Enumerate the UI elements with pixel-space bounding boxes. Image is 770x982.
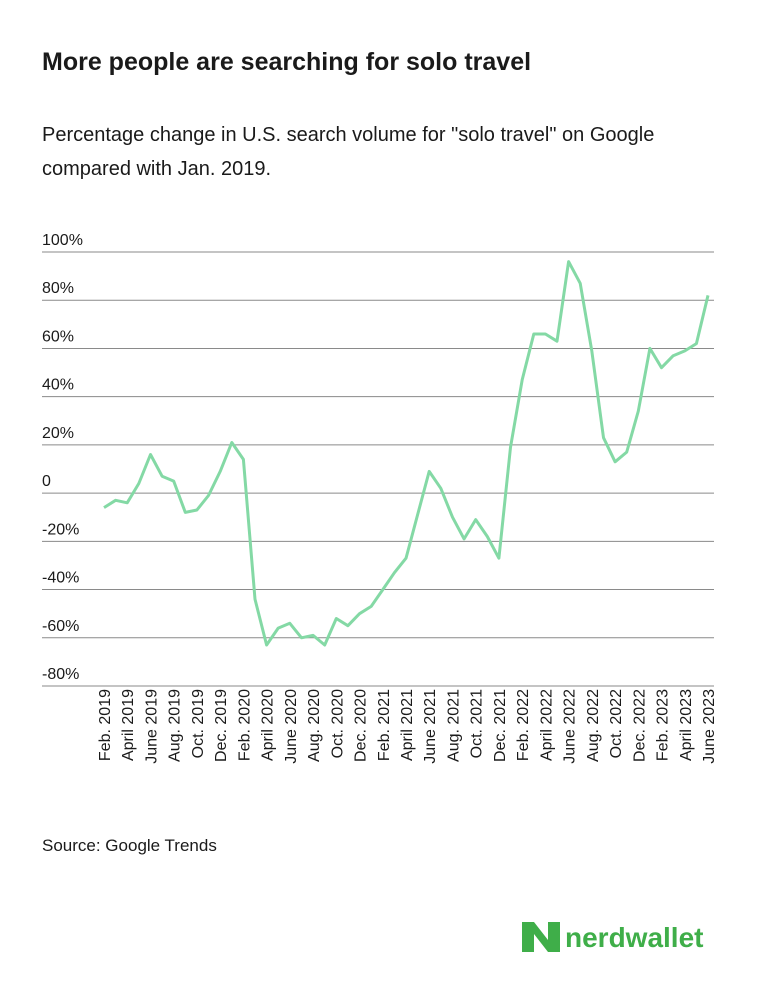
y-tick-label: 40% — [42, 377, 74, 394]
y-tick-label: 20% — [42, 425, 74, 442]
x-tick-label: April 2020 — [260, 689, 277, 761]
x-tick-label: April 2019 — [120, 689, 137, 761]
x-tick-label: Feb. 2023 — [655, 689, 672, 761]
x-tick-label: Oct. 2022 — [608, 689, 625, 758]
x-tick-label: Aug. 2020 — [306, 689, 323, 762]
x-tick-label: Feb. 2022 — [515, 689, 532, 761]
y-tick-label: -60% — [42, 618, 79, 635]
y-tick-label: -40% — [42, 570, 79, 587]
x-tick-label: June 2023 — [701, 689, 718, 764]
x-tick-label: Aug. 2022 — [585, 689, 602, 762]
x-tick-label: April 2021 — [399, 689, 416, 761]
x-tick-label: Feb. 2021 — [376, 689, 393, 761]
logo-icon — [522, 922, 560, 952]
source: Source: Google Trends — [42, 836, 217, 855]
y-tick-label: 60% — [42, 328, 74, 345]
line — [103, 260, 710, 647]
x-tick-label: June 2020 — [283, 689, 300, 764]
x-tick-label: June 2022 — [562, 689, 579, 764]
x-tick-label: Aug. 2019 — [167, 689, 184, 762]
chart-title: More people are searching for solo trave… — [42, 48, 531, 76]
x-tick-label: Feb. 2020 — [236, 689, 253, 761]
x-tick-label: Dec. 2019 — [213, 689, 230, 762]
y-tick-label: -80% — [42, 666, 79, 683]
y-tick-label: 100% — [42, 232, 83, 249]
y-tick-label: -20% — [42, 521, 79, 538]
x-tick-label: Feb. 2019 — [97, 689, 114, 761]
x-tick-label: Dec. 2022 — [631, 689, 648, 762]
x-tick-label: June 2019 — [143, 689, 160, 764]
x-tick-label: April 2023 — [678, 689, 695, 761]
x-tick-label: Dec. 2021 — [492, 689, 509, 762]
brand: nerdwallet — [565, 922, 703, 953]
x-tick-label: June 2021 — [422, 689, 439, 764]
logo: nerdwallet — [522, 922, 703, 953]
x-tick-label: Dec. 2020 — [353, 689, 370, 762]
x-tick-label: Oct. 2020 — [329, 689, 346, 758]
y-tick-label: 80% — [42, 280, 74, 297]
y-tick-label: 0 — [42, 473, 51, 490]
x-tick-label: Oct. 2019 — [190, 689, 207, 758]
subtitle-box: Percentage change in U.S. search volume … — [42, 124, 655, 180]
chart-subtitle: Percentage change in U.S. search volume … — [42, 124, 655, 180]
x-tick-label: Aug. 2021 — [445, 689, 462, 762]
x-tick-label: Oct. 2021 — [469, 689, 486, 758]
x-tick-label: April 2022 — [538, 689, 555, 761]
